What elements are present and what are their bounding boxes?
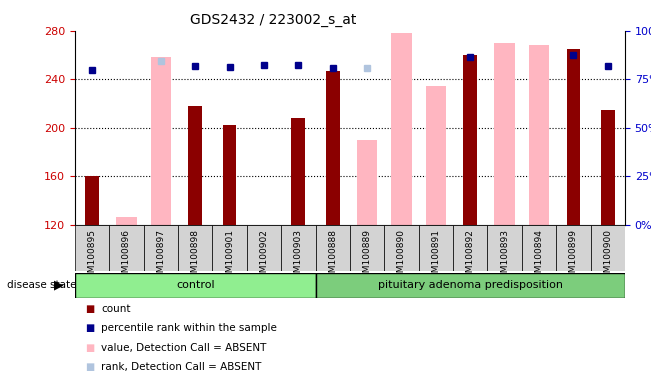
Text: value, Detection Call = ABSENT: value, Detection Call = ABSENT — [101, 343, 266, 353]
Bar — [590, 225, 625, 271]
Bar — [75, 273, 316, 298]
Text: percentile rank within the sample: percentile rank within the sample — [101, 323, 277, 333]
Bar — [75, 225, 109, 271]
Text: pituitary adenoma predisposition: pituitary adenoma predisposition — [378, 280, 562, 290]
Bar — [529, 45, 549, 225]
Text: GSM100903: GSM100903 — [294, 229, 303, 284]
Bar — [326, 71, 340, 225]
Bar — [556, 225, 590, 271]
Text: GSM100893: GSM100893 — [500, 229, 509, 284]
Bar — [464, 55, 477, 225]
Text: ▶: ▶ — [54, 278, 64, 291]
Bar — [223, 125, 236, 225]
Bar — [316, 225, 350, 271]
Bar — [350, 225, 384, 271]
Text: GSM100889: GSM100889 — [363, 229, 372, 284]
Bar — [384, 225, 419, 271]
Text: GSM100898: GSM100898 — [191, 229, 200, 284]
Bar — [357, 140, 378, 225]
Bar — [522, 225, 556, 271]
Bar — [85, 176, 99, 225]
Bar — [109, 225, 144, 271]
Bar — [292, 118, 305, 225]
Bar — [212, 225, 247, 271]
Text: GSM100896: GSM100896 — [122, 229, 131, 284]
Bar — [566, 49, 580, 225]
Text: GSM100901: GSM100901 — [225, 229, 234, 284]
Text: disease state: disease state — [7, 280, 76, 290]
Text: GSM100902: GSM100902 — [260, 229, 268, 284]
Text: ■: ■ — [85, 343, 94, 353]
Bar — [150, 57, 171, 225]
Text: GDS2432 / 223002_s_at: GDS2432 / 223002_s_at — [190, 13, 357, 27]
Bar — [453, 225, 488, 271]
Bar — [494, 43, 515, 225]
Text: GSM100899: GSM100899 — [569, 229, 578, 284]
Text: GSM100894: GSM100894 — [534, 229, 544, 284]
Text: ■: ■ — [85, 323, 94, 333]
Bar — [188, 106, 202, 225]
Bar — [316, 273, 625, 298]
Text: GSM100888: GSM100888 — [328, 229, 337, 284]
Bar — [426, 86, 446, 225]
Bar — [488, 225, 522, 271]
Bar — [419, 225, 453, 271]
Text: GSM100895: GSM100895 — [87, 229, 96, 284]
Text: GSM100890: GSM100890 — [397, 229, 406, 284]
Text: control: control — [176, 280, 215, 290]
Text: count: count — [101, 304, 130, 314]
Bar — [247, 225, 281, 271]
Text: GSM100897: GSM100897 — [156, 229, 165, 284]
Bar — [391, 33, 412, 225]
Bar — [281, 225, 316, 271]
Bar — [116, 217, 137, 225]
Text: ■: ■ — [85, 362, 94, 372]
Bar — [601, 109, 615, 225]
Text: GSM100900: GSM100900 — [603, 229, 613, 284]
Text: GSM100892: GSM100892 — [465, 229, 475, 284]
Text: rank, Detection Call = ABSENT: rank, Detection Call = ABSENT — [101, 362, 261, 372]
Bar — [178, 225, 212, 271]
Text: GSM100891: GSM100891 — [432, 229, 440, 284]
Text: ■: ■ — [85, 304, 94, 314]
Bar — [144, 225, 178, 271]
